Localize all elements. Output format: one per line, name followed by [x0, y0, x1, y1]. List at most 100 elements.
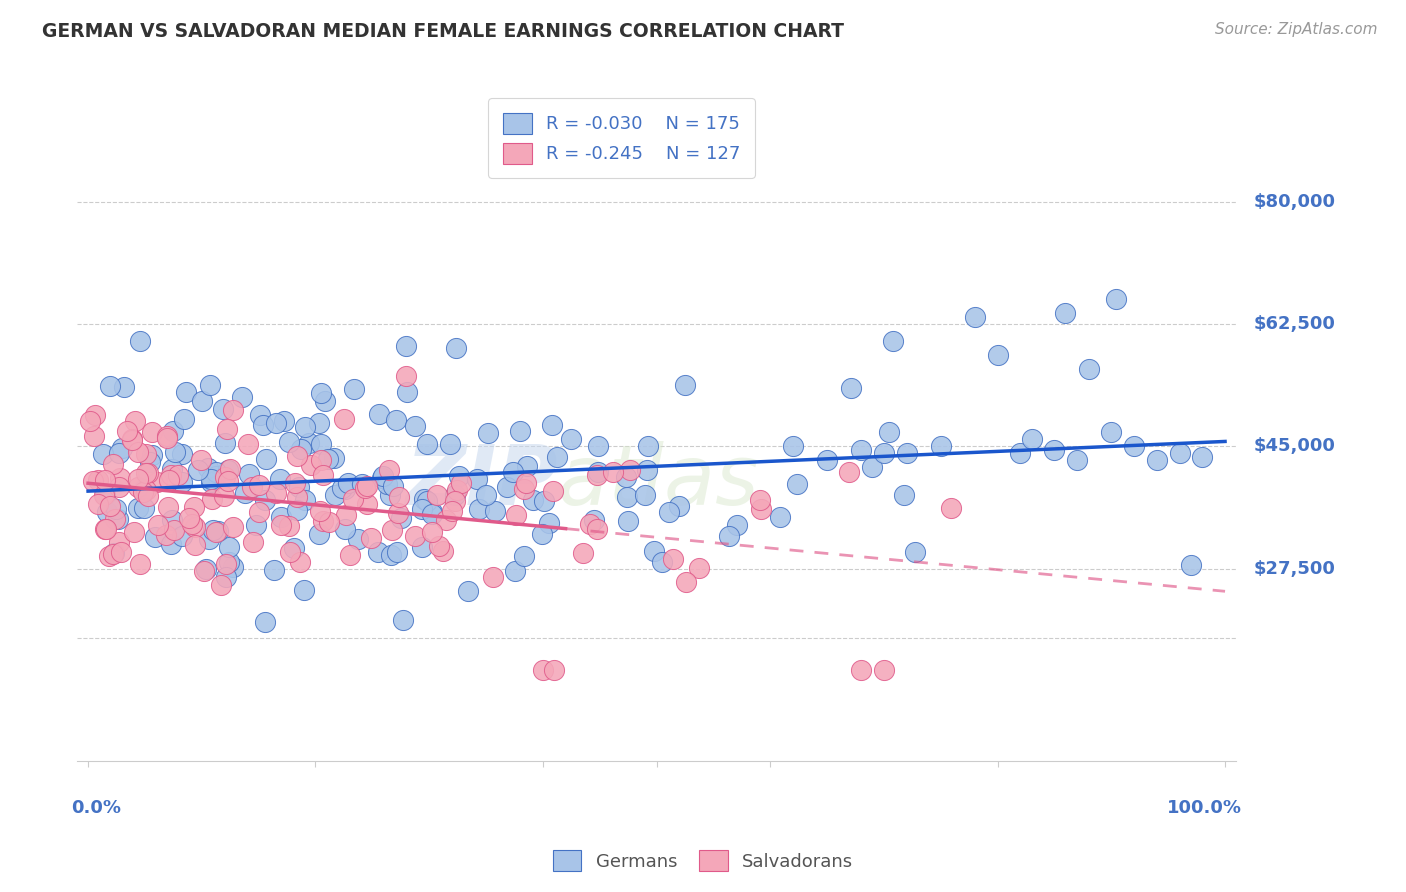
Point	[201, 523, 224, 537]
Point	[769, 510, 792, 524]
Point	[195, 562, 218, 576]
Point	[197, 532, 219, 546]
Point	[215, 569, 238, 583]
Point	[202, 474, 225, 488]
Point	[1105, 293, 1128, 307]
Point	[128, 334, 150, 349]
Text: $27,500: $27,500	[1254, 559, 1336, 578]
Point	[467, 501, 489, 516]
Point	[105, 502, 128, 516]
Point	[96, 505, 118, 519]
Text: GERMAN VS SALVADORAN MEDIAN FEMALE EARNINGS CORRELATION CHART: GERMAN VS SALVADORAN MEDIAN FEMALE EARNI…	[42, 22, 844, 41]
Point	[516, 459, 538, 474]
Point	[343, 382, 366, 396]
Point	[98, 379, 121, 393]
Point	[335, 522, 357, 536]
Point	[143, 531, 166, 545]
Text: $62,500: $62,500	[1254, 315, 1336, 333]
Point	[444, 488, 467, 502]
Point	[882, 334, 904, 349]
Point	[447, 469, 470, 483]
Point	[904, 545, 927, 559]
Text: $45,000: $45,000	[1254, 437, 1336, 455]
Point	[264, 416, 287, 430]
Point	[269, 472, 291, 486]
Point	[482, 570, 505, 584]
Point	[252, 418, 274, 433]
Point	[136, 489, 159, 503]
Point	[420, 505, 443, 519]
Point	[786, 476, 808, 491]
Point	[531, 526, 554, 541]
Point	[263, 563, 285, 577]
Point	[1066, 453, 1088, 467]
Text: Source: ZipAtlas.com: Source: ZipAtlas.com	[1215, 22, 1378, 37]
Legend: Germans, Salvadorans: Germans, Salvadorans	[546, 843, 860, 879]
Point	[411, 501, 433, 516]
Legend: R = -0.030    N = 175, R = -0.245    N = 127: R = -0.030 N = 175, R = -0.245 N = 127	[488, 98, 755, 178]
Point	[86, 497, 108, 511]
Point	[503, 564, 526, 578]
Point	[294, 492, 316, 507]
Point	[391, 511, 413, 525]
Point	[538, 516, 561, 531]
Point	[156, 429, 179, 443]
Point	[342, 491, 364, 506]
Point	[94, 522, 117, 536]
Point	[94, 474, 117, 488]
Point	[1191, 450, 1213, 464]
Point	[157, 500, 180, 514]
Point	[270, 517, 292, 532]
Point	[131, 485, 153, 500]
Point	[93, 488, 115, 502]
Point	[637, 439, 659, 453]
Point	[156, 431, 179, 445]
Point	[614, 470, 637, 484]
Point	[585, 522, 607, 536]
Point	[512, 549, 534, 563]
Point	[371, 468, 394, 483]
Point	[439, 437, 461, 451]
Point	[217, 475, 239, 489]
Point	[177, 511, 200, 525]
Point	[336, 475, 359, 490]
Point	[1123, 439, 1146, 453]
Point	[94, 522, 117, 536]
Point	[121, 432, 143, 446]
Point	[299, 458, 322, 472]
Point	[101, 457, 124, 471]
Point	[283, 541, 305, 556]
Point	[162, 462, 184, 476]
Point	[249, 408, 271, 422]
Point	[1077, 362, 1099, 376]
Point	[395, 339, 418, 353]
Point	[173, 412, 195, 426]
Point	[371, 471, 394, 485]
Point	[191, 394, 214, 409]
Point	[127, 472, 149, 486]
Point	[413, 492, 436, 507]
Point	[360, 531, 382, 545]
Point	[132, 482, 155, 496]
Point	[162, 513, 184, 527]
Point	[1099, 425, 1122, 440]
Point	[505, 508, 527, 522]
Point	[221, 559, 243, 574]
Point	[245, 518, 267, 533]
Point	[636, 463, 658, 477]
Point	[278, 518, 301, 533]
Point	[247, 505, 270, 519]
Point	[180, 516, 202, 531]
Point	[270, 510, 292, 524]
Point	[350, 477, 373, 491]
Point	[124, 413, 146, 427]
Point	[115, 424, 138, 438]
Point	[187, 463, 209, 477]
Point	[533, 494, 555, 508]
Point	[174, 385, 197, 400]
Point	[450, 476, 472, 491]
Point	[103, 547, 125, 561]
Point	[200, 475, 222, 489]
Point	[572, 545, 595, 559]
Point	[838, 465, 860, 479]
